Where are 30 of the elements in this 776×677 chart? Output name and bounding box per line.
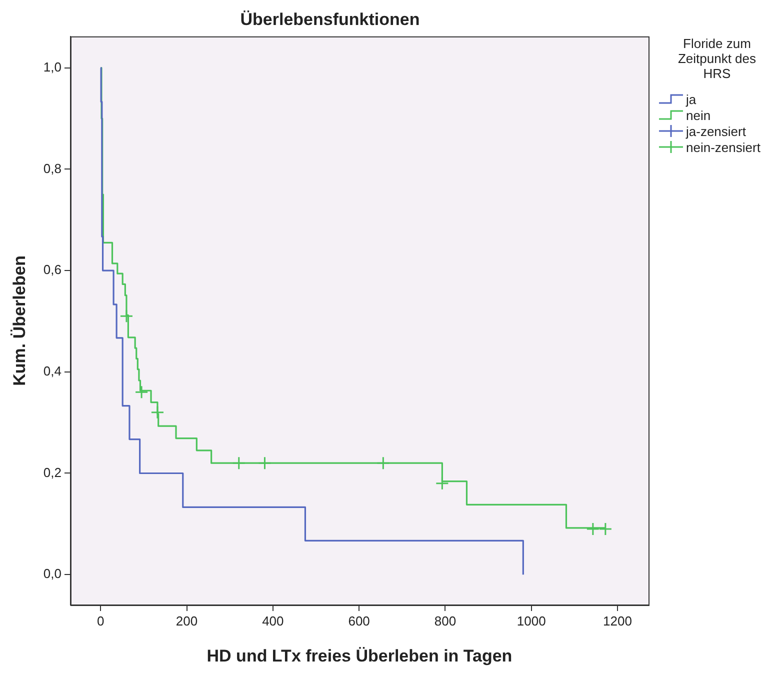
point <box>435 476 449 490</box>
point <box>258 456 272 470</box>
point <box>586 522 600 536</box>
x-tick-label: 600 <box>348 613 370 628</box>
y-tick-label: 0,0 <box>43 566 62 582</box>
chart-title: Überlebensfunktionen <box>240 10 420 29</box>
legend-label: nein-zensiert <box>686 140 760 154</box>
y-tick-label: 0,4 <box>43 363 62 378</box>
point <box>598 522 612 536</box>
point <box>232 456 246 470</box>
x-tick-label: 200 <box>176 613 198 628</box>
point <box>150 406 164 420</box>
y-tick-label: 0,8 <box>43 160 62 176</box>
x-tick-label: 1000 <box>516 613 546 628</box>
x-tick-label: 0 <box>97 613 104 628</box>
legend-title: Floride zum Zeitpunkt des HRS <box>676 36 758 81</box>
point <box>134 385 148 399</box>
y-tick-label: 0,6 <box>43 262 62 278</box>
y-tick-label: 1,0 <box>43 59 62 74</box>
x-tick-label: 1200 <box>603 613 632 628</box>
point <box>120 309 134 323</box>
point <box>376 456 390 470</box>
x-tick-label: 800 <box>434 613 456 628</box>
y-axis-title: Kum. Überleben <box>10 256 29 386</box>
y-tick-label: 0,2 <box>43 464 62 480</box>
legend-label: ja <box>686 92 696 106</box>
x-tick-label: 400 <box>262 613 284 628</box>
x-axis-title: HD und LTx freies Überleben in Tagen <box>206 646 512 666</box>
legend-label: nein <box>686 108 711 122</box>
legend-label: ja-zensiert <box>686 124 746 138</box>
